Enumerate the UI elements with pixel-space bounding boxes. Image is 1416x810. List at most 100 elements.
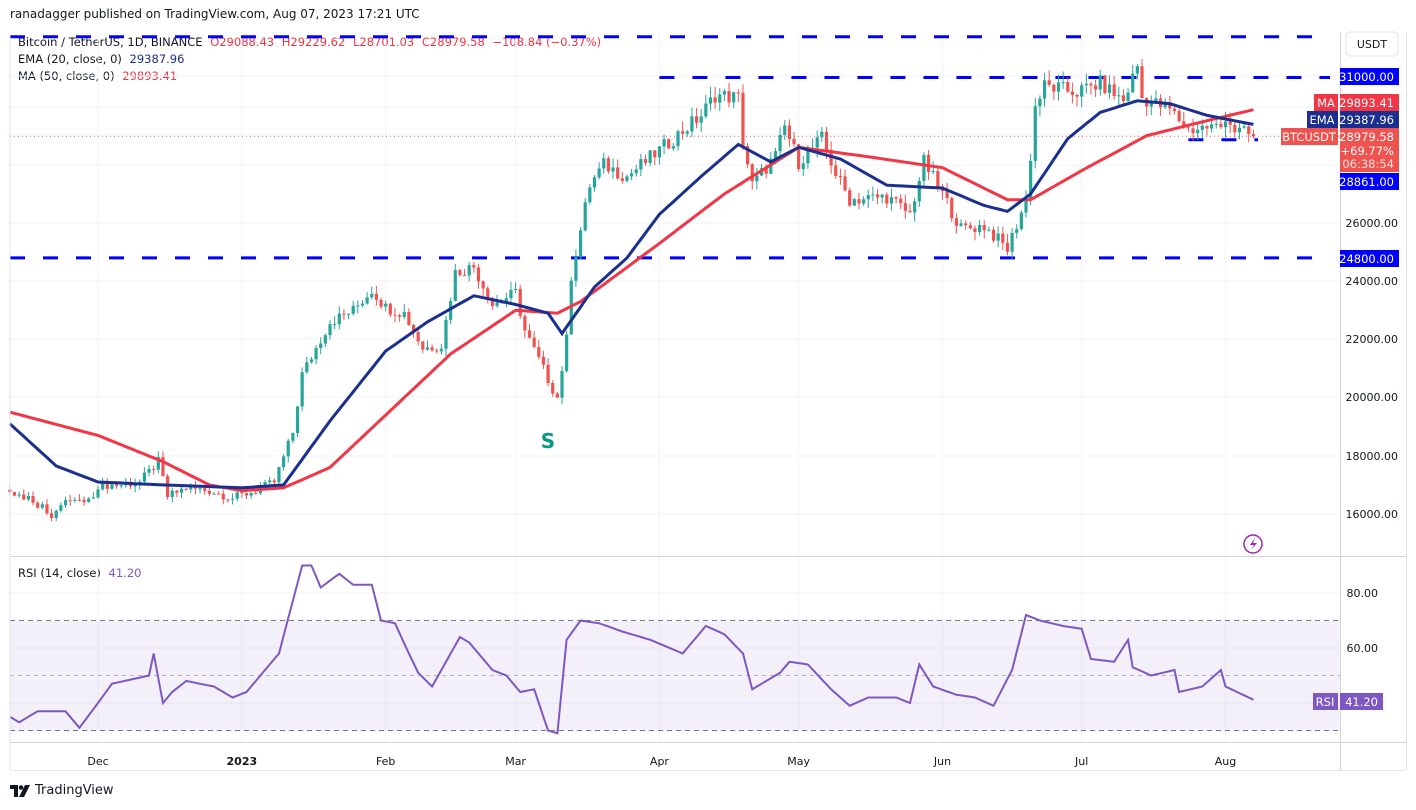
candle-body — [922, 154, 926, 181]
candle-body — [620, 178, 624, 181]
candle-body — [63, 500, 68, 506]
candle-body — [1121, 95, 1126, 101]
rsi-tag — [1313, 693, 1338, 710]
candle-body — [212, 493, 216, 495]
candle-body — [119, 485, 123, 487]
candle-body — [365, 297, 369, 304]
tradingview-logo-icon — [10, 784, 30, 797]
candle-body — [179, 488, 184, 493]
candle-body — [360, 303, 365, 306]
candles — [8, 59, 1255, 522]
candle-body — [991, 229, 996, 241]
candle-body — [917, 180, 921, 202]
lightning-icon[interactable] — [1243, 534, 1263, 554]
candle-body — [309, 359, 314, 363]
symbol-name[interactable]: Bitcoin / TetherUS, 1D, BINANCE — [18, 35, 203, 49]
currency-label: USDT — [1357, 38, 1388, 51]
candle-body — [820, 131, 824, 138]
candle-body — [866, 195, 870, 200]
candle-body — [527, 330, 532, 338]
candle-body — [1126, 92, 1130, 101]
candle-body — [560, 371, 564, 398]
candle-body — [221, 493, 225, 500]
ema-legend[interactable]: EMA (20, close, 0) 29387.96 — [18, 52, 188, 66]
candle-body — [1066, 81, 1070, 92]
candle-body — [226, 499, 230, 501]
candle-body — [175, 490, 179, 493]
candle-body — [300, 372, 304, 407]
ma-price-tag — [1340, 94, 1399, 111]
candle-body — [741, 92, 745, 147]
candle-body — [1033, 106, 1037, 161]
candle-body — [648, 150, 652, 163]
price-tick: 22000.00 — [1346, 333, 1399, 346]
currency-button[interactable] — [1345, 31, 1399, 57]
candle-body — [249, 492, 253, 496]
candle-body — [959, 223, 963, 226]
bar-countdown: 06:38:54 — [1342, 157, 1394, 171]
candle-body — [31, 496, 35, 503]
candle-body — [889, 197, 894, 204]
time-tick: Apr — [650, 755, 670, 768]
candle-body — [356, 305, 360, 307]
time-axis[interactable]: Dec 2023 Feb Mar Apr May Jun Jul Aug — [87, 755, 1236, 768]
candle-body — [750, 164, 754, 182]
time-tick: Jul — [1074, 755, 1088, 768]
change-value: −108.84 (−0.37%) — [492, 35, 602, 49]
candle-body — [718, 94, 722, 103]
candle-body — [1135, 66, 1139, 74]
time-tick: May — [787, 755, 810, 768]
candle-body — [634, 169, 638, 174]
candle-body — [435, 350, 439, 352]
time-tick: Aug — [1215, 755, 1236, 768]
candle-body — [885, 194, 889, 204]
s-annotation: S — [541, 429, 555, 453]
candle-body — [1177, 110, 1181, 122]
candle-body — [546, 364, 550, 383]
candle-body — [184, 488, 188, 490]
candle-body — [926, 154, 931, 173]
candle-body — [1042, 80, 1047, 99]
candle-body — [1140, 66, 1144, 98]
candle-body — [235, 492, 239, 499]
candle-body — [936, 171, 940, 187]
candle-body — [374, 293, 378, 300]
candle-body — [1061, 81, 1065, 83]
candle-body — [537, 346, 541, 357]
time-tick: Feb — [376, 755, 395, 768]
candle-body — [12, 492, 17, 496]
candle-body — [481, 281, 485, 289]
candle-body — [467, 265, 471, 276]
candle-body — [398, 315, 402, 317]
candle-body — [342, 313, 346, 315]
candle-body — [699, 116, 703, 123]
time-tick: Dec — [87, 755, 108, 768]
candle-body — [899, 198, 903, 204]
candle-body — [147, 468, 151, 473]
candle-body — [337, 313, 341, 325]
candle-body — [453, 270, 457, 301]
candle-body — [639, 159, 643, 170]
candle-body — [643, 159, 648, 163]
rsi-legend[interactable]: RSI (14, close) 41.20 — [18, 566, 145, 580]
candle-body — [272, 480, 276, 483]
candle-body — [894, 197, 898, 199]
rsi-axis[interactable]: 80.00 60.00 RSI 41.20 — [1313, 587, 1383, 710]
candle-body — [987, 229, 991, 231]
candle-body — [295, 406, 300, 433]
price-tick: 20000.00 — [1346, 391, 1399, 404]
candle-body — [690, 116, 694, 132]
candle-body — [328, 324, 332, 336]
ema-price-label: 29387.96 — [1339, 113, 1394, 127]
candle-body — [1001, 233, 1005, 243]
price-axis[interactable]: USDT 26000.00 24000.00 22000.00 20000.00… — [1281, 31, 1399, 521]
candle-body — [203, 488, 207, 491]
candle-body — [978, 224, 982, 232]
level-31000-tag — [1340, 68, 1399, 85]
candle-body — [1056, 82, 1061, 92]
candle-body — [964, 223, 968, 226]
candle-body — [54, 510, 58, 518]
published-caption: ranadagger published on TradingView.com,… — [10, 7, 420, 21]
candle-body — [101, 481, 105, 490]
